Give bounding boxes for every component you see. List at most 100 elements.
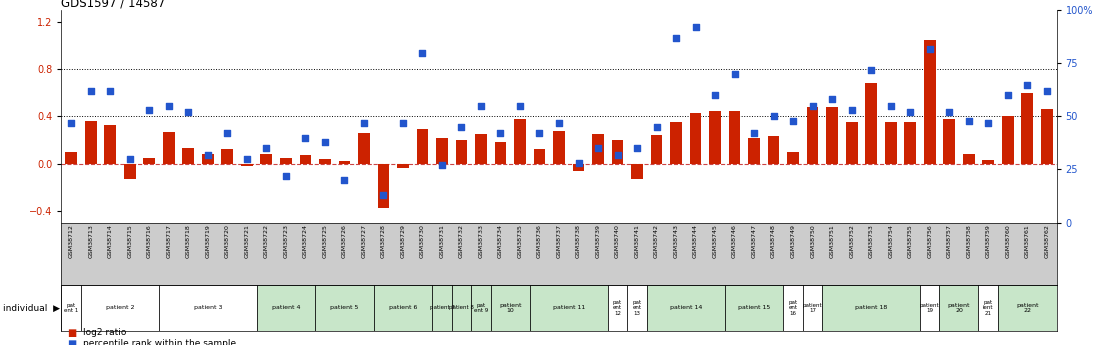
Text: GSM38729: GSM38729 <box>400 224 406 258</box>
Text: GSM38757: GSM38757 <box>947 224 951 258</box>
Bar <box>709 110 721 164</box>
Point <box>414 50 432 56</box>
Text: patient
20: patient 20 <box>948 303 970 313</box>
Text: GSM38740: GSM38740 <box>615 224 620 258</box>
Point <box>628 146 646 151</box>
Bar <box>944 119 955 164</box>
Text: GSM38712: GSM38712 <box>68 224 74 258</box>
Bar <box>514 119 525 164</box>
Text: GSM38752: GSM38752 <box>850 224 854 258</box>
Bar <box>433 285 452 331</box>
Point <box>765 114 783 119</box>
Text: percentile rank within the sample: percentile rank within the sample <box>83 339 236 345</box>
Point <box>277 173 295 179</box>
Point <box>375 192 392 198</box>
Text: GSM38716: GSM38716 <box>146 224 152 258</box>
Bar <box>143 158 155 164</box>
Point <box>804 103 822 109</box>
Bar <box>280 158 292 164</box>
Point <box>589 146 607 151</box>
Point <box>608 152 626 157</box>
Point <box>179 109 197 115</box>
Bar <box>632 164 643 179</box>
Point <box>316 139 334 145</box>
Point <box>472 103 490 109</box>
Text: GSM38747: GSM38747 <box>751 224 757 258</box>
Point <box>979 120 997 126</box>
Text: GSM38731: GSM38731 <box>439 224 445 258</box>
Text: patient 15: patient 15 <box>738 305 770 310</box>
Point <box>843 107 861 113</box>
Bar <box>1002 117 1014 164</box>
Bar <box>724 285 784 331</box>
Text: GSM38732: GSM38732 <box>459 224 464 258</box>
Point <box>726 71 743 77</box>
Text: GSM38748: GSM38748 <box>771 224 776 258</box>
Text: GSM38719: GSM38719 <box>206 224 210 258</box>
Point <box>784 118 802 124</box>
Bar <box>124 164 135 179</box>
Bar <box>163 132 174 164</box>
Text: log2 ratio: log2 ratio <box>83 328 126 337</box>
Bar <box>260 154 272 164</box>
Point <box>394 120 411 126</box>
Point <box>354 120 372 126</box>
Bar <box>300 155 311 164</box>
Bar <box>61 285 80 331</box>
Text: GSM38745: GSM38745 <box>712 224 718 258</box>
Bar <box>319 159 331 164</box>
Text: ■: ■ <box>67 339 76 345</box>
Point <box>940 109 958 115</box>
Point <box>569 160 587 166</box>
Bar <box>182 148 195 164</box>
Bar <box>690 113 701 164</box>
Bar <box>315 285 373 331</box>
Bar <box>608 285 627 331</box>
Point <box>1038 88 1055 94</box>
Text: GSM38724: GSM38724 <box>303 224 307 258</box>
Point <box>647 124 665 130</box>
Point <box>141 107 159 113</box>
Bar <box>651 135 662 164</box>
Bar <box>884 122 897 164</box>
Bar <box>627 285 647 331</box>
Text: GSM38734: GSM38734 <box>498 224 503 258</box>
Bar <box>647 285 724 331</box>
Bar <box>729 110 740 164</box>
Text: GSM38761: GSM38761 <box>1025 224 1030 258</box>
Text: GSM38735: GSM38735 <box>518 224 522 258</box>
Point <box>257 146 275 151</box>
Text: GSM38742: GSM38742 <box>654 224 659 258</box>
Text: GSM38744: GSM38744 <box>693 224 698 258</box>
Point <box>63 120 80 126</box>
Point <box>82 88 100 94</box>
Text: GSM38751: GSM38751 <box>830 224 835 258</box>
Point <box>531 131 549 136</box>
Bar <box>104 125 116 164</box>
Text: GSM38733: GSM38733 <box>479 224 483 258</box>
Text: GSM38726: GSM38726 <box>342 224 347 258</box>
Bar <box>904 122 916 164</box>
Bar <box>803 285 823 331</box>
Text: patient
22: patient 22 <box>1016 303 1039 313</box>
Bar <box>533 149 546 164</box>
Text: GSM38723: GSM38723 <box>283 224 288 258</box>
Bar <box>865 83 877 164</box>
Point <box>959 118 977 124</box>
Bar <box>202 154 214 164</box>
Point <box>199 152 217 157</box>
Bar <box>257 285 315 331</box>
Bar <box>417 129 428 164</box>
Point <box>121 156 139 161</box>
Text: GSM38750: GSM38750 <box>811 224 815 258</box>
Text: GSM38759: GSM38759 <box>986 224 991 258</box>
Bar <box>471 285 491 331</box>
Bar <box>494 142 506 164</box>
Point <box>921 46 939 51</box>
Text: patient 3: patient 3 <box>193 305 222 310</box>
Bar <box>80 285 159 331</box>
Text: GSM38755: GSM38755 <box>908 224 912 258</box>
Point <box>433 162 451 168</box>
Text: pat
ent 9: pat ent 9 <box>474 303 489 313</box>
Text: patient 2: patient 2 <box>106 305 134 310</box>
